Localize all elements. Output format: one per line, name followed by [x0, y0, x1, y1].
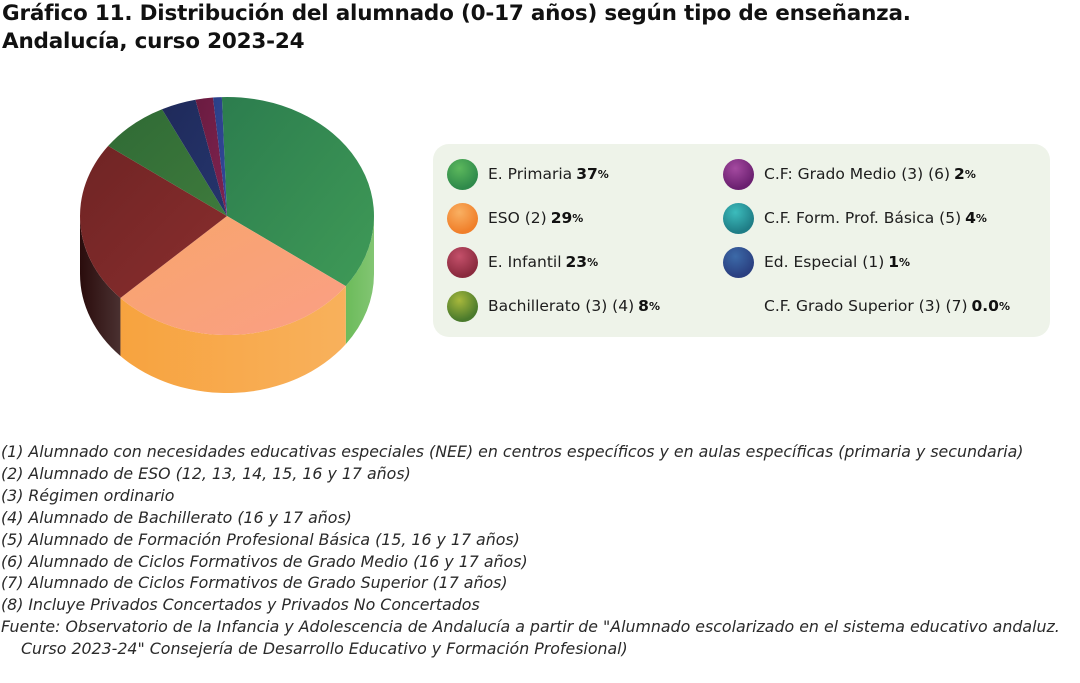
- legend-swatch: [447, 246, 478, 278]
- legend-label: C.F: Grado Medio (3) (6): [764, 165, 951, 183]
- legend-value: 37: [576, 165, 598, 183]
- legend-item-c-f-grado-superior-3-7: C.F. Grado Superior (3) (7) 0.0%: [723, 290, 1010, 322]
- legend-swatch: [723, 202, 754, 234]
- legend-label: E. Primaria: [488, 165, 573, 183]
- legend-unit: %: [648, 299, 660, 313]
- legend-swatch: [447, 158, 478, 190]
- legend-swatch: [447, 202, 478, 234]
- legend-item-bachillerato-3-4: Bachillerato (3) (4) 8%: [447, 290, 660, 322]
- pie-slice-e-primaria: [221, 97, 375, 287]
- pie-slice-e-infantil: [79, 145, 227, 298]
- chart-title-line-2: Andalucía, curso 2023-24: [2, 29, 305, 54]
- legend-unit: %: [964, 167, 976, 181]
- legend-label: Ed. Especial (1): [764, 253, 885, 271]
- footnote-1: (1) Alumnado con necesidades educativas …: [1, 442, 1024, 461]
- footnotes: (1) Alumnado con necesidades educativas …: [1, 441, 1076, 660]
- legend-value: 0.0: [971, 297, 999, 315]
- legend-value: 1: [888, 253, 900, 271]
- legend-value: 29: [550, 209, 573, 227]
- legend-label: ESO (2): [488, 209, 547, 227]
- pie-side-walls: [80, 216, 374, 393]
- pie-slice-eso-2: [120, 216, 346, 335]
- legend-unit: %: [597, 167, 609, 181]
- footnote-5: (5) Alumnado de Formación Profesional Bá…: [1, 529, 520, 549]
- legend-unit: %: [899, 255, 911, 269]
- pie-slice-ed-especial-1: [213, 97, 227, 216]
- chart-title: Gráfico 11. Distribución del alumnado (0…: [2, 0, 1072, 56]
- pie-side-eso-2: [120, 286, 346, 393]
- legend-item-e-primaria: E. Primaria 37%: [447, 158, 609, 190]
- pie-slice-bachillerato-3-4: [108, 109, 227, 216]
- legend-value: 8: [638, 297, 649, 315]
- legend-item-c-f-form-prof-b-sica-5: C.F. Form. Prof. Básica (5) 4%: [723, 202, 987, 234]
- pie-chart: [79, 97, 375, 393]
- footnote-4: (4) Alumnado de Bachillerato (16 y 17 añ…: [1, 507, 352, 527]
- legend-unit: %: [998, 299, 1010, 313]
- legend-swatch: [447, 290, 478, 322]
- legend-value: 2: [954, 165, 965, 183]
- legend-item-ed-especial-1: Ed. Especial (1) 1%: [723, 246, 910, 278]
- legend-value: 23: [565, 253, 588, 271]
- legend-swatch: [723, 291, 754, 322]
- legend-item-eso-2: ESO (2) 29%: [447, 202, 583, 234]
- footnote-3: (3) Régimen ordinario: [1, 485, 175, 505]
- pie-side-e-infantil: [80, 216, 121, 356]
- legend-unit: %: [587, 255, 599, 269]
- footnote-9: Fuente: Observatorio de la Infancia y Ad…: [1, 617, 1060, 659]
- footnote-8: (8) Incluye Privados Concertados y Priva…: [1, 595, 480, 615]
- footnote-7: (7) Alumnado de Ciclos Formativos de Gra…: [1, 573, 508, 593]
- legend-label: C.F. Grado Superior (3) (7): [764, 297, 968, 315]
- legend-unit: %: [975, 211, 987, 225]
- pie-slice-c-f-form-prof-b-sica-5: [162, 99, 227, 216]
- legend-item-c-f-grado-medio-3-6: C.F: Grado Medio (3) (6) 2%: [723, 158, 976, 190]
- legend-unit: %: [572, 211, 584, 225]
- legend-label: Bachillerato (3) (4): [488, 297, 635, 315]
- legend-item-e-infantil: E. Infantil 23%: [447, 246, 598, 278]
- pie-slice-c-f-grado-medio-3-6: [195, 97, 227, 216]
- pie-side-e-primaria: [345, 216, 374, 345]
- legend-swatch: [723, 158, 754, 190]
- footnote-2: (2) Alumnado de ESO (12, 13, 14, 15, 16 …: [1, 463, 411, 483]
- legend-label: C.F. Form. Prof. Básica (5): [764, 209, 962, 227]
- legend-value: 4: [965, 209, 976, 227]
- chart-legend: E. Primaria 37% ESO (2) 29% E. Infantil 23% Ba…: [433, 144, 1050, 337]
- pie-top-faces: [79, 97, 375, 335]
- legend-label: E. Infantil: [488, 253, 562, 271]
- legend-swatch: [723, 246, 754, 278]
- footnote-6: (6) Alumnado de Ciclos Formativos de Gra…: [1, 551, 528, 571]
- chart-title-line-1: Gráfico 11. Distribución del alumnado (0…: [2, 1, 911, 26]
